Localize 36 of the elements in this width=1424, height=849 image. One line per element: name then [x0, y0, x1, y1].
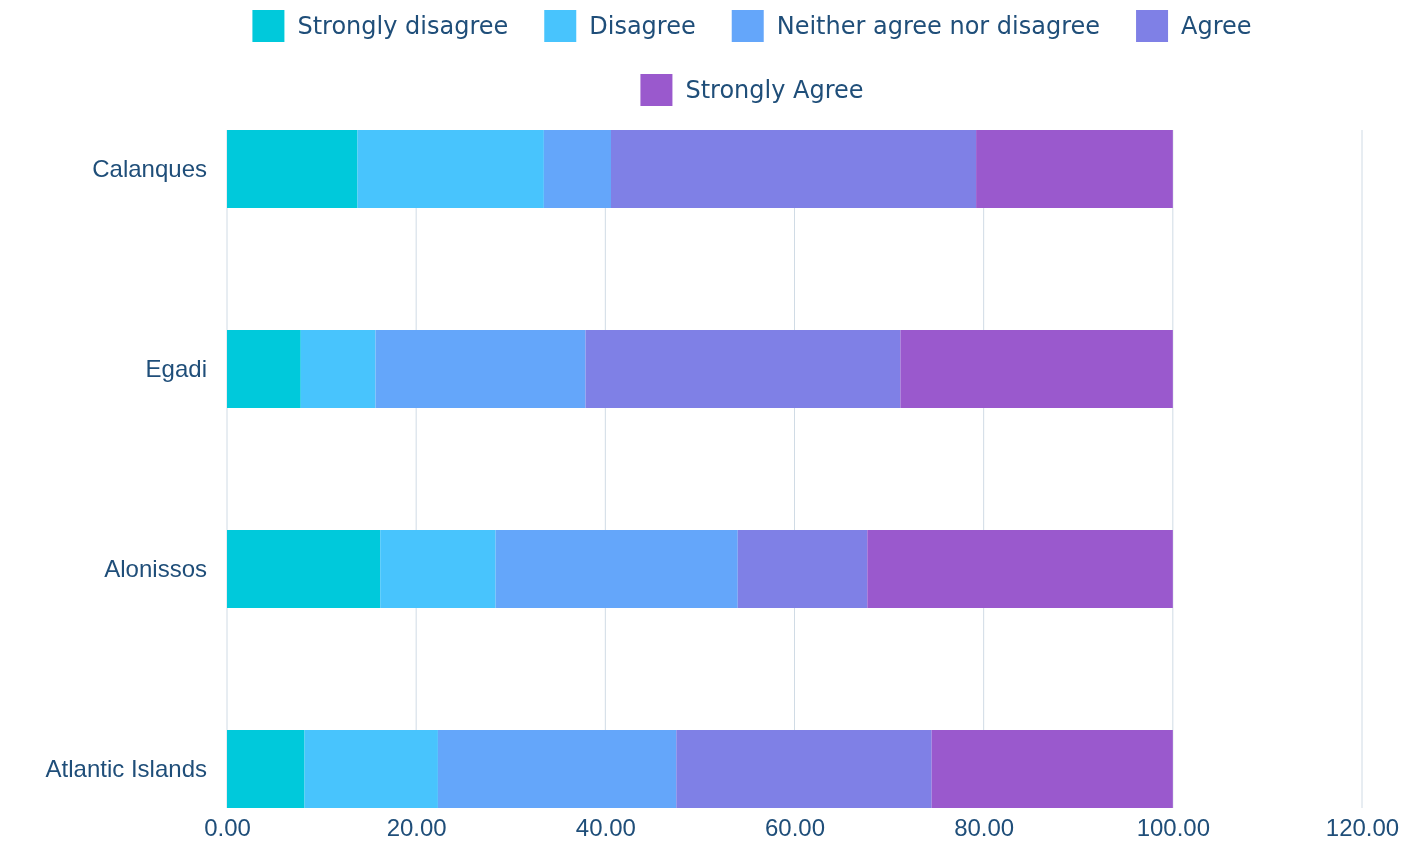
x-tick-label: 60.00 — [764, 814, 826, 842]
bar — [676, 730, 932, 808]
bar — [737, 530, 868, 608]
y-tick-label: Calanques — [92, 154, 207, 182]
legend-label: Neither agree nor disagree — [776, 12, 1101, 41]
bar — [900, 330, 1173, 408]
bar — [976, 130, 1173, 208]
y-tick-label: Alonissos — [104, 554, 207, 582]
bar — [227, 330, 301, 408]
bar — [585, 330, 901, 408]
x-tick-label: 20.00 — [386, 814, 447, 842]
legend-label: Agree — [1181, 12, 1252, 41]
x-tick-label: 100.00 — [1136, 814, 1211, 842]
bar — [227, 730, 305, 808]
y-tick-label: Egadi — [145, 354, 207, 382]
bar — [300, 330, 376, 408]
bar — [304, 730, 438, 808]
bar — [495, 530, 738, 608]
bar — [867, 530, 1173, 608]
bar — [227, 130, 358, 208]
bar — [543, 130, 612, 208]
x-tick-label: 80.00 — [954, 814, 1015, 842]
bar — [227, 530, 381, 608]
bar — [380, 530, 496, 608]
bar — [611, 130, 977, 208]
bar — [357, 130, 544, 208]
legend-label: Disagree — [589, 12, 696, 41]
bar — [437, 730, 677, 808]
x-tick-label: 120.00 — [1325, 814, 1400, 842]
bar — [931, 730, 1173, 808]
legend-label: Strongly Agree — [685, 76, 864, 105]
bar — [375, 330, 586, 408]
legend-label: Strongly disagree — [297, 12, 509, 41]
y-tick-label: Atlantic Islands — [45, 754, 207, 782]
x-tick-label: 40.00 — [575, 814, 636, 842]
x-tick-label: 0.00 — [204, 814, 251, 842]
